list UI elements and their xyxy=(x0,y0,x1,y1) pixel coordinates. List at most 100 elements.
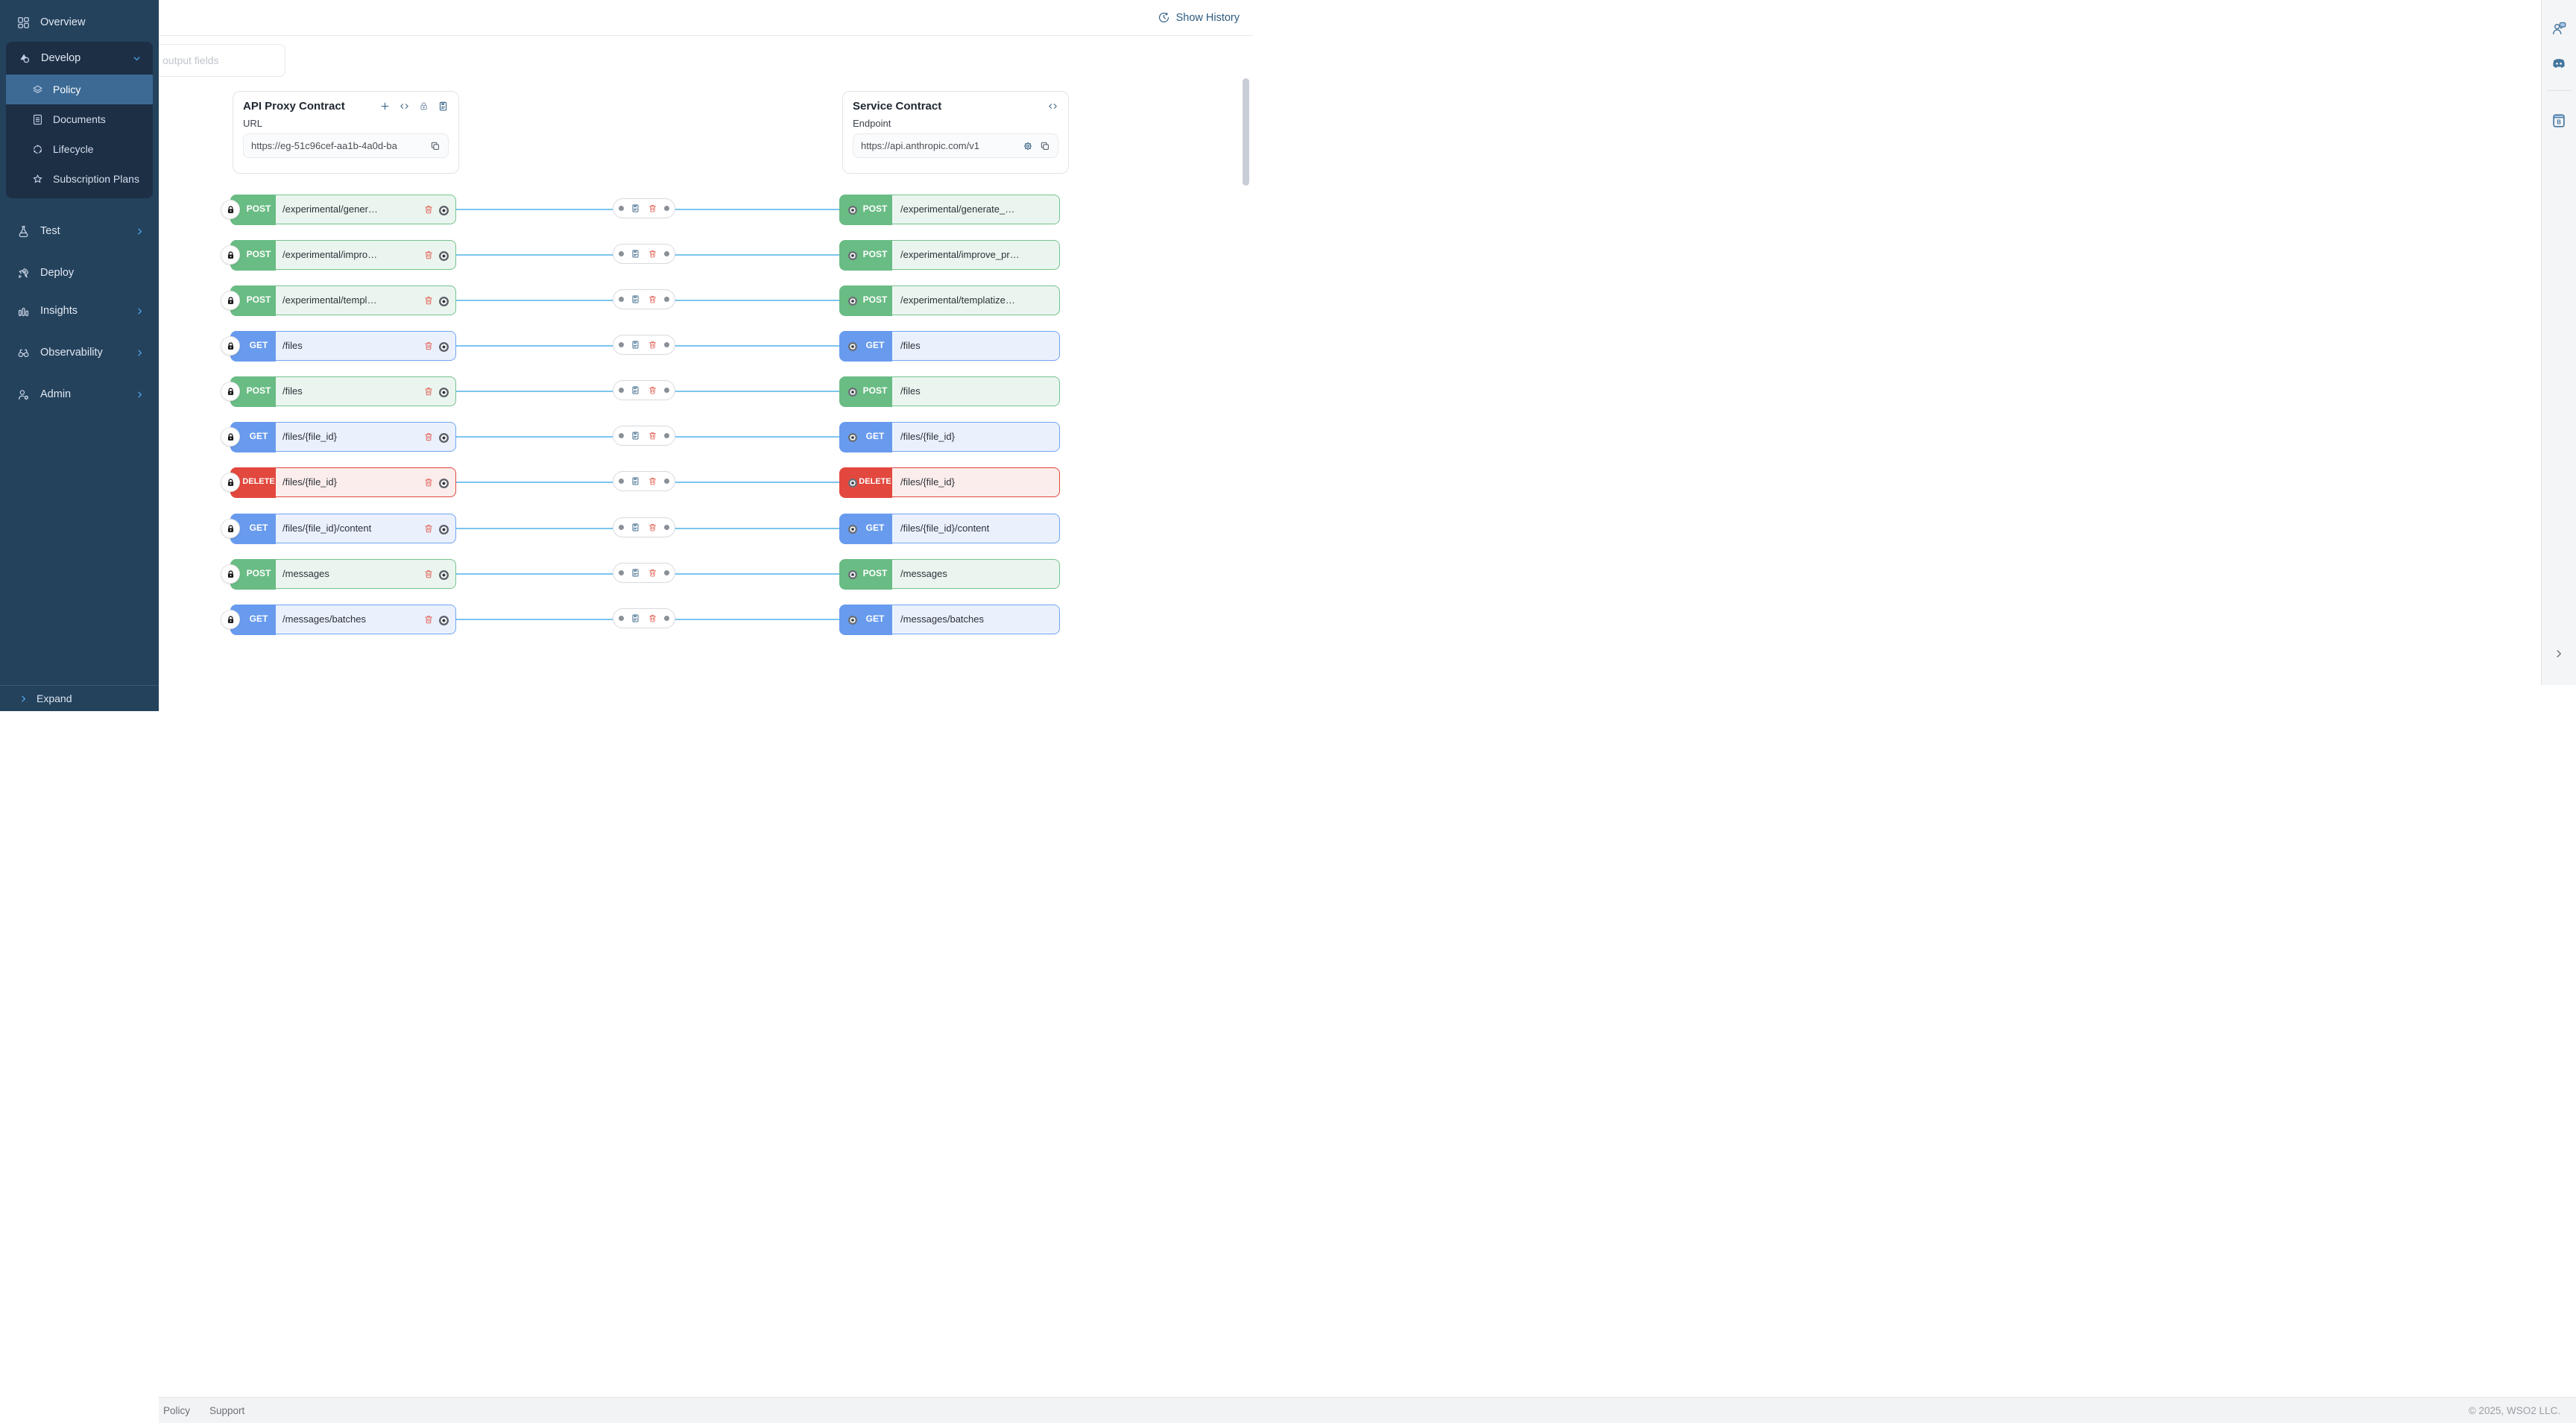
policy-doc-icon[interactable] xyxy=(631,249,640,259)
proxy-endpoint[interactable]: POST /files xyxy=(221,376,456,407)
sidebar-item-overview[interactable]: Overview xyxy=(0,7,159,37)
connection-handle[interactable] xyxy=(439,387,449,397)
add-resource-icon[interactable] xyxy=(379,101,391,112)
proxy-endpoint[interactable]: GET /files/{file_id}/content xyxy=(221,513,456,544)
sidebar-item-admin[interactable]: Admin xyxy=(0,379,159,409)
feedback-icon[interactable] xyxy=(2551,20,2567,37)
connection-handle[interactable] xyxy=(847,433,857,442)
delete-endpoint-icon[interactable] xyxy=(423,204,434,215)
sidebar-expand-button[interactable]: Expand xyxy=(0,685,159,711)
policy-doc-icon[interactable] xyxy=(631,613,640,623)
vertical-scrollbar[interactable] xyxy=(1243,78,1249,186)
connection-handle[interactable] xyxy=(847,616,857,625)
copy-icon[interactable] xyxy=(430,141,441,151)
connection-handle[interactable] xyxy=(847,570,857,579)
code-view-icon[interactable] xyxy=(1047,101,1058,112)
copy-icon[interactable] xyxy=(1040,141,1050,151)
policy-doc-icon[interactable] xyxy=(631,203,640,213)
policy-doc-icon[interactable] xyxy=(631,340,640,350)
service-endpoint[interactable]: GET /files xyxy=(839,330,1060,362)
connection-handle[interactable] xyxy=(847,297,857,306)
delete-endpoint-icon[interactable] xyxy=(423,523,434,534)
discord-icon[interactable] xyxy=(2551,55,2567,72)
policy-doc-icon[interactable] xyxy=(631,431,640,441)
service-endpoint[interactable]: POST /experimental/improve_pr… xyxy=(839,239,1060,271)
proxy-endpoint[interactable]: DELETE /files/{file_id} xyxy=(221,467,456,498)
sidebar-item-policy[interactable]: Policy xyxy=(6,75,153,104)
connection-handle[interactable] xyxy=(847,388,857,397)
collapse-panel-chevron-icon[interactable] xyxy=(2552,647,2566,660)
delete-mapping-icon[interactable] xyxy=(648,431,657,441)
lock-icon[interactable] xyxy=(418,101,429,112)
policy-doc-icon[interactable] xyxy=(631,523,640,532)
sidebar-item-subscription-plans[interactable]: Subscription Plans xyxy=(6,164,153,194)
policy-doc-icon[interactable] xyxy=(631,385,640,395)
sidebar-item-deploy[interactable]: Deploy xyxy=(0,258,159,288)
delete-endpoint-icon[interactable] xyxy=(423,477,434,488)
sidebar-item-insights[interactable]: Insights xyxy=(0,296,159,326)
delete-endpoint-icon[interactable] xyxy=(423,295,434,306)
connection-handle[interactable] xyxy=(439,569,449,580)
service-endpoint[interactable]: POST /experimental/generate_… xyxy=(839,194,1060,225)
show-history-button[interactable]: Show History xyxy=(1158,11,1240,24)
sidebar-item-lifecycle[interactable]: Lifecycle xyxy=(6,134,153,164)
docs-book-icon[interactable] xyxy=(2551,113,2567,129)
delete-mapping-icon[interactable] xyxy=(648,568,657,578)
service-endpoint[interactable]: GET /messages/batches xyxy=(839,604,1060,635)
service-endpoint[interactable]: GET /files/{file_id}/content xyxy=(839,513,1060,544)
delete-endpoint-icon[interactable] xyxy=(423,432,434,442)
connection-handle[interactable] xyxy=(439,296,449,306)
delete-endpoint-icon[interactable] xyxy=(423,250,434,260)
connection-handle[interactable] xyxy=(439,250,449,261)
connection-handle[interactable] xyxy=(847,251,857,260)
sidebar-item-test[interactable]: Test xyxy=(0,216,159,246)
delete-mapping-icon[interactable] xyxy=(648,613,657,623)
connection-handle[interactable] xyxy=(847,342,857,351)
proxy-endpoint[interactable]: GET /files xyxy=(221,330,456,362)
gear-icon[interactable] xyxy=(1023,141,1033,151)
delete-mapping-icon[interactable] xyxy=(648,476,657,486)
delete-endpoint-icon[interactable] xyxy=(423,341,434,351)
delete-endpoint-icon[interactable] xyxy=(423,386,434,397)
mapping-row: POST /experimental/impro… POST /experime… xyxy=(221,239,1060,271)
delete-mapping-icon[interactable] xyxy=(648,340,657,350)
service-endpoint[interactable]: POST /experimental/templatize… xyxy=(839,285,1060,316)
delete-mapping-icon[interactable] xyxy=(648,294,657,304)
service-endpoint[interactable]: DELETE /files/{file_id} xyxy=(839,467,1060,498)
connection-handle[interactable] xyxy=(439,524,449,534)
proxy-endpoint[interactable]: POST /experimental/templ… xyxy=(221,285,456,316)
proxy-endpoint[interactable]: POST /experimental/gener… xyxy=(221,194,456,225)
proxy-endpoint[interactable]: POST /messages xyxy=(221,558,456,590)
connection-handle[interactable] xyxy=(439,615,449,625)
sidebar-item-observability[interactable]: Observability xyxy=(0,338,159,367)
policy-doc-icon[interactable] xyxy=(631,476,640,486)
connection-handle[interactable] xyxy=(847,479,857,488)
connection-handle[interactable] xyxy=(439,432,449,443)
footer-link-policy[interactable]: Policy xyxy=(163,1404,191,1416)
connection-handle[interactable] xyxy=(439,341,449,352)
connection-handle[interactable] xyxy=(847,525,857,534)
service-endpoint[interactable]: GET /files/{file_id} xyxy=(839,421,1060,452)
code-view-icon[interactable] xyxy=(399,101,410,112)
policy-doc-icon[interactable] xyxy=(631,568,640,578)
delete-mapping-icon[interactable] xyxy=(648,249,657,259)
delete-mapping-icon[interactable] xyxy=(648,203,657,213)
footer-link-support[interactable]: Support xyxy=(209,1404,245,1416)
connection-handle[interactable] xyxy=(847,206,857,215)
sidebar-item-documents[interactable]: Documents xyxy=(6,104,153,134)
connection-handle[interactable] xyxy=(439,205,449,215)
service-endpoint[interactable]: POST /messages xyxy=(839,558,1060,590)
search-fields-input[interactable] xyxy=(159,44,285,77)
delete-endpoint-icon[interactable] xyxy=(423,614,434,625)
policy-doc-icon[interactable] xyxy=(631,294,640,304)
proxy-endpoint[interactable]: GET /files/{file_id} xyxy=(221,421,456,452)
delete-endpoint-icon[interactable] xyxy=(423,569,434,579)
connection-handle[interactable] xyxy=(439,478,449,488)
delete-mapping-icon[interactable] xyxy=(648,523,657,532)
service-endpoint[interactable]: POST /files xyxy=(839,376,1060,407)
clipboard-icon[interactable] xyxy=(438,101,449,112)
sidebar-item-develop[interactable]: Develop xyxy=(6,42,153,75)
proxy-endpoint[interactable]: POST /experimental/impro… xyxy=(221,239,456,271)
proxy-endpoint[interactable]: GET /messages/batches xyxy=(221,604,456,635)
delete-mapping-icon[interactable] xyxy=(648,385,657,395)
